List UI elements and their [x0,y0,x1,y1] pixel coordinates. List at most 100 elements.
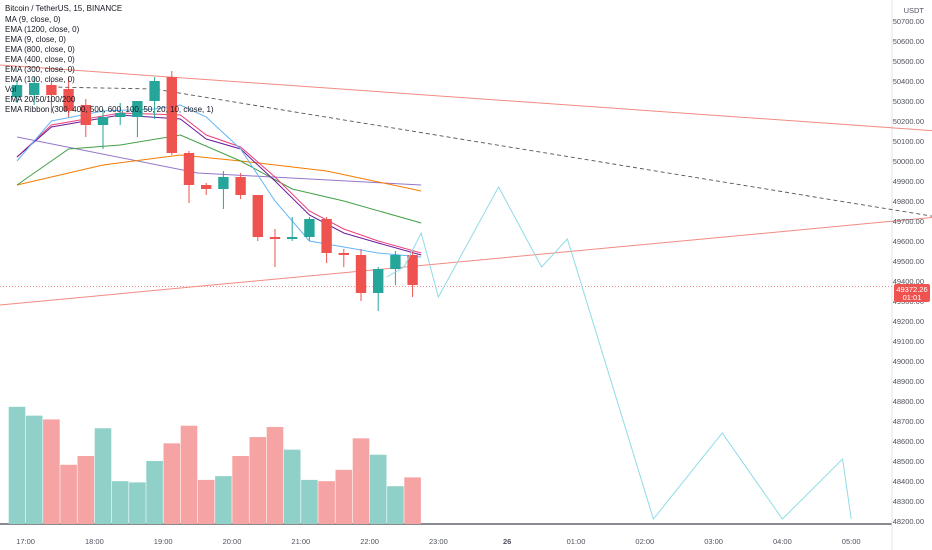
lower-trendline[interactable] [0,216,932,306]
volume-bar [8,406,26,524]
candle-body [269,237,281,239]
volume-bar [129,482,146,524]
price-tick-label: 49100.00 [893,337,924,346]
volume-bar [387,486,404,524]
price-tick-label: 48300.00 [893,497,924,506]
indicator-list: MA (9, close, 0) EMA (1200, close, 0) EMA … [5,15,214,115]
candle-body [235,177,246,195]
ema-line [16,136,422,186]
volume-bar [180,425,198,524]
price-tick-label: 50300.00 [893,97,924,106]
time-tick-label: 26 [503,537,511,546]
candle-body [218,177,229,189]
time-tick-label: 04:00 [773,537,792,546]
indicator-label[interactable]: EMA (9, close, 0) [5,35,66,44]
volume-bar [369,454,387,524]
volume-bar [43,419,60,524]
time-tick-label: 21:00 [291,537,310,546]
volume-bar [283,449,301,524]
upper-trendline[interactable] [0,64,932,132]
indicator-label[interactable]: Vol [5,85,17,94]
candle-body [132,101,143,117]
ema-line [16,134,422,224]
time-tick-label: 03:00 [704,537,723,546]
candle-body [11,85,23,97]
candle-body [355,255,367,293]
price-tick-label: 50200.00 [893,117,924,126]
currency-label: USDT [904,6,925,15]
time-tick-label: 23:00 [429,537,448,546]
trendlines[interactable] [0,64,932,306]
volume-bar [94,428,112,524]
volume-bar [215,476,232,524]
volume-bar [163,443,181,524]
volume-bar [60,464,77,524]
time-axis[interactable]: 17:00 18:00 19:00 20:00 21:00 22:00 23:00 26 01:… [16,537,860,546]
volume-bar [111,481,129,524]
indicator-label[interactable]: EMA (100, close, 0) [5,75,75,84]
volume-bar [404,477,421,524]
price-tick-label: 49200.00 [893,317,924,326]
indicator-label[interactable]: EMA Ribbon (300, 400, 500, 600, 100, 50,… [5,105,214,114]
candle-body [80,105,91,125]
price-tick-label: 48400.00 [893,477,924,486]
volume-bar [249,437,267,524]
legend: Bitcoin / TetherUS, 15, BINANCE MA (9, c… [5,4,214,115]
price-tick-label: 49500.00 [893,257,924,266]
candle-body [252,195,263,237]
symbol-title: Bitcoin / TetherUS, 15, BINANCE [5,4,123,13]
price-tag-value: 49372.26 [896,285,927,294]
price-tick-label: 50100.00 [893,137,924,146]
price-tick-label: 49600.00 [893,237,924,246]
price-tick-label: 48700.00 [893,417,924,426]
candle-body [29,83,40,95]
time-tick-label: 20:00 [223,537,242,546]
indicator-label[interactable]: EMA 20/50/100/200 [5,95,76,104]
candle-body [390,255,401,269]
time-tick-label: 05:00 [842,537,861,546]
price-tag-countdown: 01:01 [903,293,922,302]
candle-body [97,117,109,125]
projection-line[interactable] [386,185,852,521]
candle-body [183,153,195,185]
candle-body [166,77,177,153]
price-tick-label: 49800.00 [893,197,924,206]
volume-bar [318,481,335,524]
indicator-label[interactable]: MA (9, close, 0) [5,15,61,24]
ema-lines [16,104,422,258]
volume-bar [301,479,318,524]
indicator-label[interactable]: EMA (1200, close, 0) [5,25,80,34]
candle-body [63,89,74,111]
candle-body [149,81,160,101]
price-tick-label: 48800.00 [893,397,924,406]
volume-bars [8,406,421,524]
volume-bar [197,479,215,524]
candles [11,71,418,311]
price-tick-label: 48600.00 [893,437,924,446]
price-axis[interactable]: USDT 48200.00 48300.00 48400.00 48500.00 486… [893,6,925,526]
volume-bar [266,426,284,524]
dashed-trendline[interactable] [51,86,932,217]
time-tick-label: 02:00 [635,537,654,546]
price-tick-label: 50000.00 [893,157,924,166]
indicator-label[interactable]: EMA (800, close, 0) [5,45,75,54]
volume-bar [146,461,163,524]
price-tick-label: 48900.00 [893,377,924,386]
candle-body [338,253,349,255]
ema-line [16,112,422,254]
price-tick-label: 49700.00 [893,217,924,226]
time-tick-label: 01:00 [567,537,586,546]
indicator-label[interactable]: EMA (300, close, 0) [5,65,75,74]
time-tick-label: 18:00 [85,537,104,546]
price-tick-label: 50600.00 [893,37,924,46]
price-tick-label: 49000.00 [893,357,924,366]
indicator-label[interactable]: EMA (400, close, 0) [5,55,75,64]
projection-path[interactable] [386,185,852,521]
ema-line [16,104,422,258]
price-tick-label: 48200.00 [893,517,924,526]
candle-body [407,255,418,285]
volume-bar [77,455,95,524]
price-tick-label: 50700.00 [893,17,924,26]
candle-body [321,219,332,253]
